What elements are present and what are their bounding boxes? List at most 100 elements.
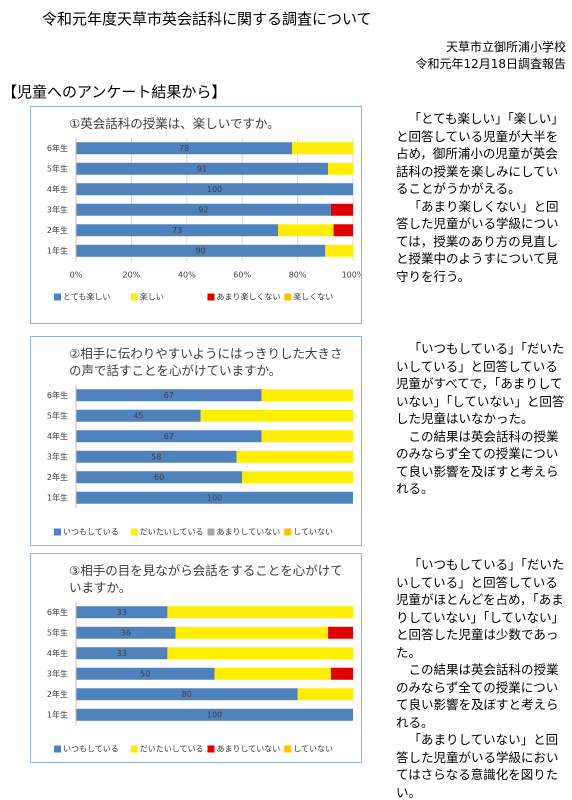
bar-segment (236, 450, 353, 463)
bar-segment (76, 430, 262, 443)
bar-segment (330, 203, 353, 216)
y-tick-label: 6年生 (47, 143, 68, 153)
bar-segment (76, 606, 168, 619)
bar-segment (292, 142, 353, 155)
bar-segment (76, 142, 293, 155)
bar-segment (328, 162, 353, 175)
bar-segment (76, 450, 237, 463)
bar-segment (76, 708, 353, 721)
bar-segment (76, 162, 329, 175)
data-label: 45 (133, 411, 143, 420)
bar-segment (76, 626, 176, 639)
data-label: 73 (172, 226, 182, 235)
paragraph: この結果は英会話科の授業のみならず全ての授業について良い影響を及ぼすと考えられる… (396, 428, 559, 497)
bar-segment (76, 183, 353, 196)
legend-swatch (130, 745, 138, 753)
legend-label: していない (293, 745, 333, 754)
legend-label: あまりしていない (217, 745, 281, 754)
legend-label: していない (293, 528, 333, 537)
legend-swatch (284, 528, 292, 536)
y-tick-label: 4年生 (47, 431, 68, 441)
comment: 「いつもしている」「だいたいしている」と回答している児童がすべてで，「あまりして… (396, 340, 568, 498)
y-tick-label: 2年生 (47, 225, 68, 235)
chart-title: ③相手の目を見ながら会話をすることを心がけていますか。 (69, 563, 343, 595)
y-tick-label: 3年生 (47, 204, 68, 214)
y-tick-label: 3年生 (47, 451, 68, 461)
bar-segment (261, 389, 353, 402)
bar-segment (76, 224, 279, 237)
legend-swatch (284, 745, 292, 753)
data-label: 80 (182, 690, 192, 699)
data-label: 50 (140, 669, 150, 678)
bar-segment (200, 409, 353, 422)
legend-label: 楽しい (140, 292, 164, 302)
legend-swatch (207, 293, 215, 301)
data-label: 100 (207, 185, 222, 194)
data-label: 60 (154, 473, 164, 482)
bar-segment (333, 224, 353, 237)
legend-label: あまり楽しくない (217, 292, 281, 302)
y-tick-label: 5年生 (47, 163, 68, 173)
x-tick-label: 0% (70, 271, 83, 280)
bar-segment (297, 688, 353, 701)
paragraph: 「とても楽しい」「楽しい」と回答している児童が大半を占め，御所浦小の児童が英会話… (396, 111, 564, 196)
y-tick-label: 6年生 (47, 390, 68, 400)
paragraph: 「あまり楽しくない」と回答した児童がいる学級については，授業のあり方の見直しと授… (396, 198, 559, 284)
legend-label: 楽しくない (293, 292, 333, 302)
comment: 「とても楽しい」「楽しい」と回答している児童が大半を占め，御所浦小の児童が英会話… (396, 110, 568, 285)
bar-segment (214, 667, 331, 680)
y-tick-label: 3年生 (47, 668, 68, 678)
bar-segment (328, 626, 353, 639)
x-tick-label: 100% (342, 271, 361, 280)
data-label: 58 (151, 452, 161, 461)
bar-segment (242, 471, 353, 484)
bar-segment (76, 667, 215, 680)
bar-segment (261, 430, 353, 443)
chart-title: ①英会話科の授業は、楽しいですか。 (69, 116, 280, 131)
legend-label: だいたいしている (140, 745, 204, 754)
bar-segment (167, 606, 353, 619)
bar-segment (76, 688, 298, 701)
data-label: 90 (196, 246, 206, 255)
chart: 0% 20% 40% 60% 80% 100% 6年生 78 5年生 91 4年生 100 3年生 92 2… (47, 138, 361, 302)
legend-label: いつもしている (63, 528, 119, 537)
y-tick-label: 4年生 (47, 184, 68, 194)
data-label: 67 (164, 432, 174, 441)
legend-swatch (54, 745, 61, 753)
y-tick-label: 5年生 (47, 627, 68, 637)
paragraph: この結果は英会話科の授業のみならず全ての授業について良い影響を及ぼすと考えられる… (396, 662, 559, 730)
chart-panel: ③相手の目を見ながら会話をすることを心がけていますか。 6年生 33 5年生 36 4年… (30, 553, 362, 763)
chart: 6年生 67 5年生 45 4年生 67 3年生 58 2年生 60 1年生 100 いつもしている だい… (47, 385, 353, 537)
legend-swatch (207, 745, 215, 753)
legend-label: とても楽しい (63, 292, 110, 302)
data-label: 100 (207, 710, 222, 719)
data-label: 92 (198, 205, 208, 214)
y-tick-label: 6年生 (47, 607, 68, 617)
chart-panel: ①英会話科の授業は、楽しいですか。 0% 20% 40% 60% 80% 100% 6年生 7… (30, 106, 362, 324)
bar-segment (76, 409, 201, 422)
legend-swatch (207, 528, 215, 536)
y-tick-label: 1年生 (47, 492, 68, 502)
bar-segment (330, 667, 353, 680)
bar-segment (278, 224, 334, 237)
data-label: 100 (207, 493, 222, 502)
legend-swatch (284, 293, 292, 301)
y-tick-label: 2年生 (47, 689, 68, 699)
x-tick-label: 40% (178, 271, 196, 280)
data-label: 91 (197, 164, 207, 173)
bar-segment (76, 471, 243, 484)
legend-swatch (54, 528, 61, 536)
data-label: 67 (164, 391, 174, 400)
legend-swatch (130, 293, 138, 301)
data-label: 36 (121, 628, 131, 637)
x-tick-label: 60% (233, 271, 251, 280)
legend-label: だいたいしている (140, 528, 204, 537)
legend-label: いつもしている (63, 745, 119, 754)
y-tick-label: 1年生 (47, 245, 68, 255)
y-tick-label: 1年生 (47, 709, 68, 719)
data-label: 78 (179, 144, 189, 153)
bar-segment (325, 244, 353, 257)
legend-label: あまりしていない (217, 528, 281, 537)
bar-segment (76, 244, 326, 257)
